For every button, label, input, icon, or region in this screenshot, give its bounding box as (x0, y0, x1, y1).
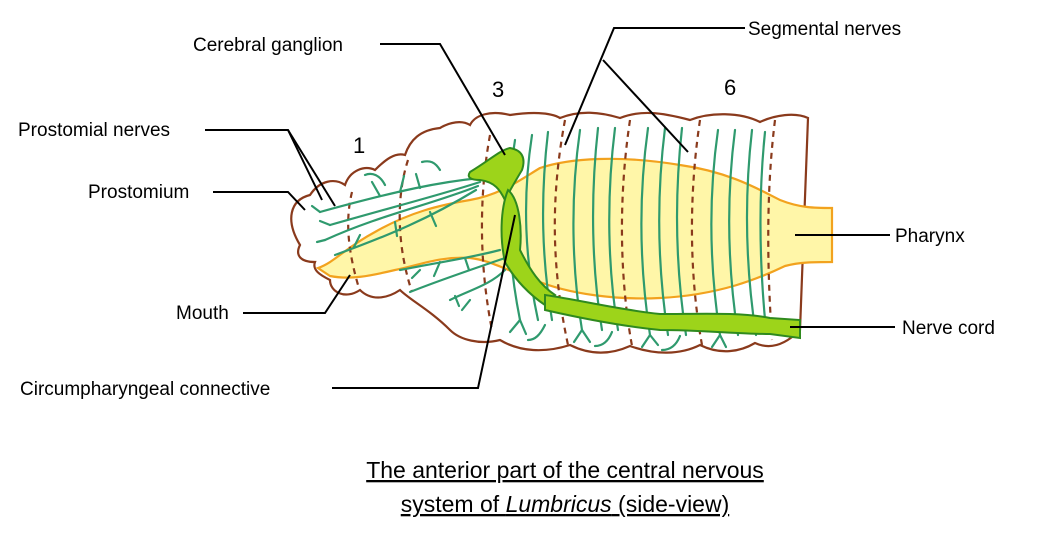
caption-genus: Lumbricus (506, 491, 613, 517)
ventral-branches (508, 318, 728, 352)
label-cerebral-ganglion: Cerebral ganglion (193, 35, 343, 56)
label-segmental-nerves: Segmental nerves (748, 19, 901, 40)
caption-line-2: system of Lumbricus (side-view) (401, 491, 730, 517)
caption-line-1: The anterior part of the central nervous (366, 457, 764, 483)
leader-lines (205, 27, 895, 389)
label-nerve-cord: Nerve cord (902, 318, 995, 339)
ventral-nerves-anterior (398, 248, 507, 312)
caption: The anterior part of the central nervous… (366, 457, 764, 517)
label-circumpharyngeal-connective: Circumpharyngeal connective (20, 379, 270, 400)
label-mouth: Mouth (176, 303, 229, 324)
nerve-cord-shape (544, 293, 801, 340)
caption-line-2-suffix: (side-view) (612, 491, 730, 517)
segment-number-6: 6 (724, 75, 736, 100)
prostomial-nerves (310, 160, 482, 257)
label-pharynx: Pharynx (895, 226, 965, 247)
cerebral-ganglion-shape (467, 146, 525, 203)
segment-number-1: 1 (353, 133, 365, 158)
label-prostomium: Prostomium (88, 182, 189, 203)
caption-line-2-prefix: system of (401, 491, 506, 517)
segment-number-3: 3 (492, 77, 504, 102)
label-prostomial-nerves: Prostomial nerves (18, 120, 170, 141)
